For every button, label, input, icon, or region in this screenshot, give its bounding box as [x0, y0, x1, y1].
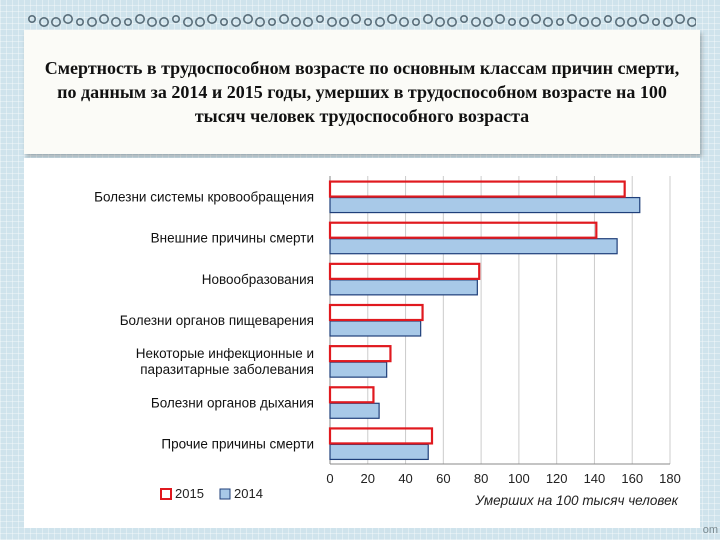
legend-label-2015: 2015 — [175, 486, 204, 501]
title-card: Смертность в трудоспособном возрасте по … — [24, 30, 700, 154]
bar-2015 — [328, 221, 598, 239]
x-tick-label: 40 — [398, 471, 412, 486]
category-label: Болезни органов дыхания — [151, 395, 314, 410]
bar-2015 — [328, 427, 434, 445]
bar-2015 — [328, 180, 626, 198]
category-label: Некоторые инфекционные и паразитарные заб… — [136, 346, 314, 377]
bar-2015 — [328, 386, 375, 404]
x-tick-label: 0 — [326, 471, 333, 486]
bar-2015 — [328, 345, 392, 363]
bar-2014 — [329, 361, 388, 378]
x-tick-label: 180 — [659, 471, 681, 486]
category-label: Болезни системы кровообращения — [94, 190, 314, 205]
category-label: Новообразования — [202, 272, 314, 287]
chart-panel: 0 20 40 60 80 100 120 140 160 180 Болезни системы … — [24, 158, 700, 528]
decorative-border-strip — [28, 14, 696, 27]
bar-2014 — [329, 320, 422, 337]
x-tick-label: 140 — [584, 471, 606, 486]
x-axis-label: Умерших на 100 тысяч человек — [474, 493, 678, 508]
legend-label-2014: 2014 — [234, 486, 263, 501]
bar-2014 — [329, 279, 478, 296]
x-tick-label: 20 — [361, 471, 375, 486]
x-tick-label: 160 — [621, 471, 643, 486]
bar-2014 — [329, 196, 641, 214]
x-tick-label: 80 — [474, 471, 488, 486]
bar-2014 — [329, 443, 429, 461]
bar-2015 — [328, 262, 481, 280]
page-title: Смертность в трудоспособном возрасте по … — [44, 58, 680, 126]
category-label: Прочие причины смерти — [161, 436, 314, 451]
corner-watermark-text: om — [702, 524, 718, 536]
legend-swatch-2015 — [160, 488, 172, 500]
legend-swatch-2014 — [219, 488, 231, 500]
category-label: Внешние причины смерти — [151, 231, 314, 246]
category-label: Болезни органов пищеварения — [120, 313, 314, 328]
bar-2014 — [329, 402, 380, 419]
bar-chart: 0 20 40 60 80 100 120 140 160 180 Болезни системы … — [94, 176, 681, 508]
x-tick-label: 100 — [508, 471, 530, 486]
bar-2015 — [328, 303, 424, 322]
bar-2014 — [329, 238, 618, 255]
x-tick-label: 120 — [546, 471, 568, 486]
x-tick-label: 60 — [436, 471, 450, 486]
